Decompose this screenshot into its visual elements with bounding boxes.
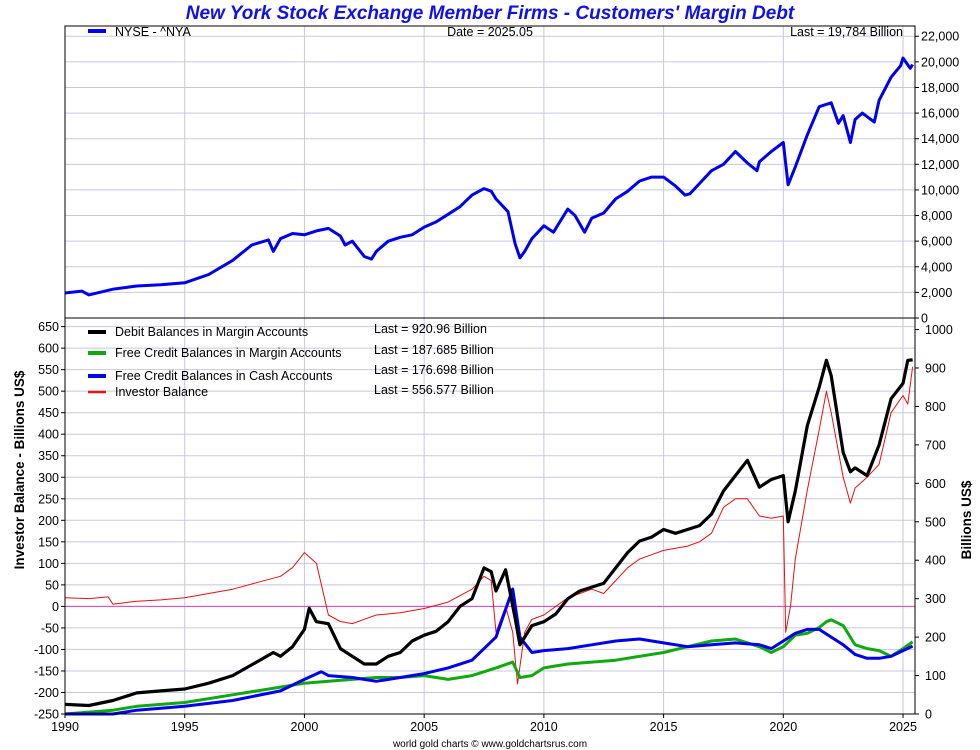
- footer-credit: world gold charts © www.goldchartsrus.co…: [392, 739, 587, 750]
- legend-last-value: Last = 187.685 Billion: [374, 343, 494, 357]
- series-line-nyse: [64, 56, 914, 297]
- xtick-label: 1995: [171, 720, 199, 734]
- legend-last-value: Last = 176.698 Billion: [374, 363, 494, 377]
- left-ytick-label: 100: [38, 557, 59, 571]
- right-ytick-label: 500: [925, 515, 946, 529]
- top-ytick-label: 18,000: [921, 81, 959, 95]
- top-last-label: Last = 19,784 Billion: [790, 25, 903, 39]
- xtick-label: 2010: [530, 720, 558, 734]
- series-line-debit-balances: [64, 358, 913, 708]
- left-ytick-label: -150: [34, 664, 59, 678]
- left-ytick-label: 350: [38, 449, 59, 463]
- right-ytick-label: 0: [925, 708, 932, 722]
- bottom-legend: Debit Balances in Margin Accounts Last = …: [88, 322, 494, 399]
- legend-label: Investor Balance: [115, 385, 208, 399]
- bottom-series-group: [64, 358, 914, 716]
- right-ytick-label: 100: [925, 669, 946, 683]
- top-ytick-label: 8,000: [921, 209, 952, 223]
- series-line-investor-balance: [64, 366, 914, 685]
- legend-label: Debit Balances in Margin Accounts: [115, 325, 308, 339]
- left-ytick-label: -50: [41, 621, 59, 635]
- chart-title: New York Stock Exchange Member Firms - C…: [186, 3, 795, 24]
- x-axis: 1990 1995 2000 2005 2010 2015 2020 2025: [51, 714, 917, 734]
- top-right-axis: 0 2,000 4,000 6,000 8,000 10,000 12,000 14,000 1…: [915, 30, 959, 326]
- top-date-label: Date = 2025.05: [447, 25, 533, 39]
- legend-last-value: Last = 920.96 Billion: [374, 322, 487, 336]
- left-ytick-label: 150: [38, 535, 59, 549]
- left-ytick-label: 500: [38, 385, 59, 399]
- top-ytick-label: 22,000: [921, 30, 959, 44]
- bottom-panel-frame: [64, 317, 916, 715]
- bottom-right-axis: 0 100 200 300 400 500 600 700 800 900 1000: [915, 323, 953, 722]
- left-ytick-label: 300: [38, 471, 59, 485]
- left-ytick-label: 200: [38, 514, 59, 528]
- xtick-label: 2005: [410, 720, 438, 734]
- xtick-label: 2020: [769, 720, 797, 734]
- top-series-group: [64, 56, 914, 297]
- top-panel: 0 2,000 4,000 6,000 8,000 10,000 12,000 14,000 1…: [64, 25, 959, 326]
- right-ytick-label: 1000: [925, 323, 953, 337]
- top-ytick-label: 14,000: [921, 132, 959, 146]
- right-ytick-label: 300: [925, 592, 946, 606]
- right-ytick-label: 700: [925, 438, 946, 452]
- bottom-left-axis: -250 -200 -150 -100 -50 0 50 100 150 200 250 300 350…: [34, 320, 65, 722]
- left-ytick-label: 550: [38, 363, 59, 377]
- left-ytick-label: -250: [34, 708, 59, 722]
- left-ytick-label: 450: [38, 406, 59, 420]
- bottom-panel: -250 -200 -150 -100 -50 0 50 100 150 200 250 300 350…: [12, 317, 974, 734]
- legend-label: Free Credit Balances in Margin Accounts: [115, 346, 342, 360]
- top-ytick-label: 6,000: [921, 235, 952, 249]
- right-axis-title: Billions US$: [959, 480, 974, 559]
- bottom-gridlines: [64, 318, 915, 715]
- top-ytick-label: 10,000: [921, 183, 959, 197]
- left-ytick-label: 0: [52, 600, 59, 614]
- top-legend-label: NYSE - ^NYA: [115, 25, 191, 39]
- right-ytick-label: 400: [925, 554, 946, 568]
- left-ytick-label: 400: [38, 428, 59, 442]
- right-ytick-label: 600: [925, 477, 946, 491]
- top-ytick-label: 20,000: [921, 55, 959, 69]
- xtick-label: 2000: [291, 720, 319, 734]
- xtick-label: 1990: [51, 720, 79, 734]
- top-ytick-label: 0: [921, 312, 928, 326]
- left-ytick-label: -200: [34, 686, 59, 700]
- xtick-label: 2015: [650, 720, 678, 734]
- legend-last-value: Last = 556.577 Billion: [374, 383, 494, 397]
- right-ytick-label: 200: [925, 631, 946, 645]
- right-ytick-label: 800: [925, 400, 946, 414]
- left-ytick-label: 50: [45, 578, 59, 592]
- right-ytick-label: 900: [925, 361, 946, 375]
- legend-label: Free Credit Balances in Cash Accounts: [115, 369, 332, 383]
- left-ytick-label: 600: [38, 342, 59, 356]
- top-ytick-label: 12,000: [921, 158, 959, 172]
- left-ytick-label: 650: [38, 320, 59, 334]
- top-ytick-label: 2,000: [921, 286, 952, 300]
- top-ytick-label: 4,000: [921, 260, 952, 274]
- left-ytick-label: 250: [38, 492, 59, 506]
- left-axis-title: Investor Balance - Billions US$: [12, 370, 27, 569]
- series-line-free-credit-margin: [64, 618, 914, 716]
- top-ytick-label: 16,000: [921, 107, 959, 121]
- xtick-label: 2025: [889, 720, 917, 734]
- left-ytick-label: -100: [34, 643, 59, 657]
- series-line-free-credit-cash: [65, 587, 914, 716]
